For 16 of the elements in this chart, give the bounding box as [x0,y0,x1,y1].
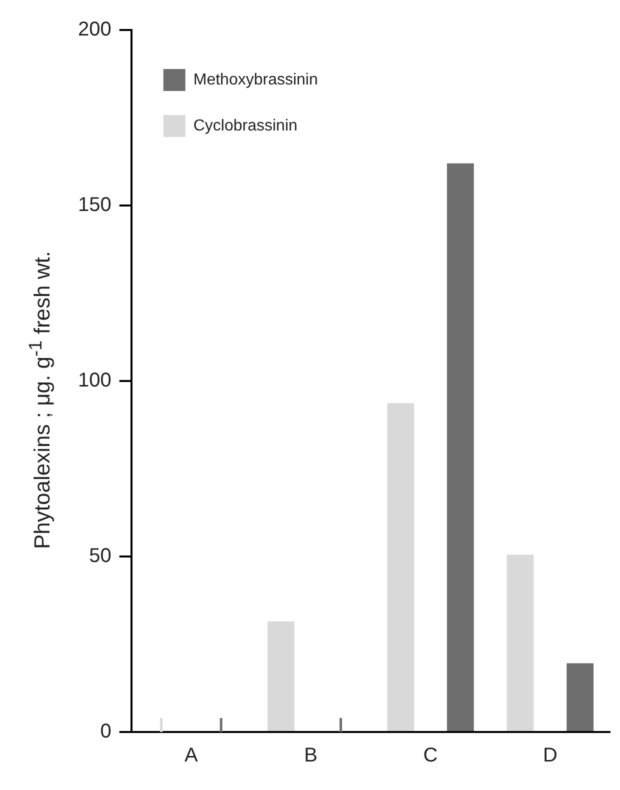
bar [387,403,414,731]
bar [446,163,474,731]
legend-label: Methoxybrassinin [193,71,318,88]
y-tick-label: 100 [78,370,112,392]
y-tick-label: 150 [78,194,112,216]
bar [566,663,594,731]
x-tick-label: A [184,744,199,767]
x-tick-label: D [542,744,558,767]
y-tick-label: 200 [78,18,112,41]
y-tick-label: 0 [100,720,112,743]
bar [506,554,534,731]
legend-label: Cyclobrassinin [193,117,298,134]
bar [267,621,294,731]
x-tick-label: C [423,744,438,767]
x-tick-label: B [304,744,318,767]
y-tick-label: 50 [89,545,112,568]
